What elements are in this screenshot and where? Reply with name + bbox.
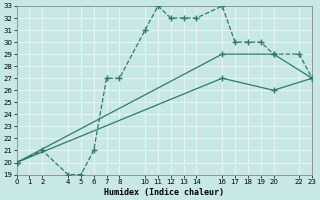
X-axis label: Humidex (Indice chaleur): Humidex (Indice chaleur) [104,188,224,197]
